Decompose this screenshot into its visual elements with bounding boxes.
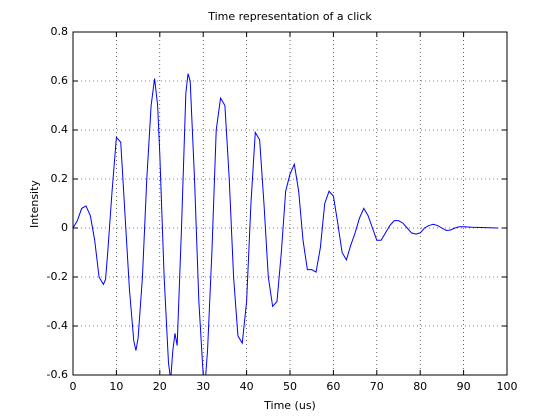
y-tick-label: 0.8 — [51, 25, 69, 38]
x-tick-label: 10 — [109, 380, 123, 393]
x-tick-label: 50 — [283, 380, 297, 393]
chart-title: Time representation of a click — [207, 10, 372, 23]
axes-box — [72, 31, 508, 376]
data-line — [73, 73, 499, 375]
y-axis-label: Intensity — [28, 180, 41, 228]
x-tick-label: 90 — [457, 380, 471, 393]
x-tick-label: 70 — [370, 380, 384, 393]
x-tick-label: 80 — [413, 380, 427, 393]
y-tick-label: 0.6 — [51, 74, 69, 87]
x-tick-label: 40 — [240, 380, 254, 393]
y-tick-label: 0.2 — [51, 172, 69, 185]
x-tick-label: 30 — [196, 380, 210, 393]
x-tick-label: 60 — [326, 380, 340, 393]
y-tick-label: -0.4 — [47, 319, 68, 332]
y-tick-label: -0.2 — [47, 270, 68, 283]
y-tick-label: -0.6 — [47, 368, 68, 381]
x-tick-label: 20 — [153, 380, 167, 393]
plot-area — [73, 32, 507, 375]
y-tick-label: 0 — [61, 221, 68, 234]
x-tick-label: 0 — [70, 380, 77, 393]
x-axis-label: Time (us) — [263, 399, 316, 412]
y-tick-label: 0.4 — [51, 123, 69, 136]
x-tick-label: 100 — [497, 380, 518, 393]
